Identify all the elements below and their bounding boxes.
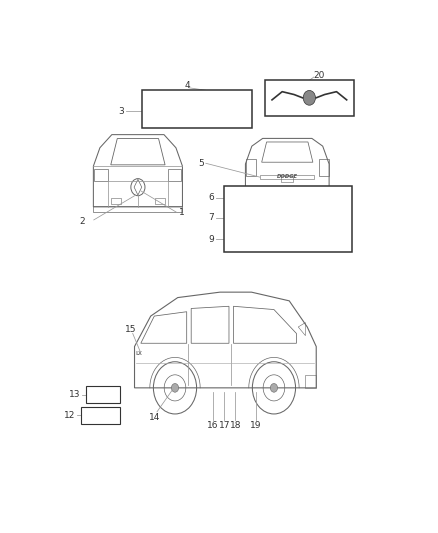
Bar	[276, 197, 298, 206]
Text: 1: 1	[179, 208, 185, 217]
Bar	[305, 375, 316, 388]
Circle shape	[171, 384, 179, 392]
FancyBboxPatch shape	[265, 79, 354, 116]
Circle shape	[270, 384, 278, 392]
Circle shape	[303, 91, 315, 105]
Text: CHRYSLER: CHRYSLER	[163, 103, 231, 116]
Bar	[246, 159, 256, 176]
Text: GRAND
CARAVAN: GRAND CARAVAN	[268, 229, 308, 249]
Bar	[260, 175, 314, 179]
FancyBboxPatch shape	[86, 386, 120, 403]
Text: 7: 7	[208, 213, 215, 222]
Bar	[247, 208, 328, 215]
Text: 13: 13	[69, 390, 81, 399]
Text: Town•Country: Town•Country	[249, 193, 327, 203]
Text: 2: 2	[79, 216, 85, 225]
Bar	[155, 198, 165, 204]
Text: 9: 9	[208, 235, 215, 244]
Bar	[111, 198, 120, 204]
Text: 3: 3	[118, 107, 124, 116]
Text: LX: LX	[94, 388, 112, 401]
Bar	[319, 159, 328, 176]
Bar	[168, 169, 181, 181]
Text: 5: 5	[198, 159, 204, 168]
Text: CARAVAN: CARAVAN	[261, 213, 315, 223]
Text: 14: 14	[148, 413, 160, 422]
FancyBboxPatch shape	[224, 186, 353, 252]
Bar	[95, 169, 108, 181]
Text: 12: 12	[64, 411, 76, 420]
Text: 19: 19	[250, 422, 262, 431]
Bar	[93, 206, 183, 212]
Text: LX: LX	[136, 351, 142, 356]
Text: 6: 6	[208, 193, 215, 203]
Text: 17: 17	[219, 422, 230, 431]
Text: 20: 20	[313, 71, 325, 80]
Text: LXi: LXi	[90, 409, 111, 422]
Text: 18: 18	[230, 422, 241, 431]
FancyBboxPatch shape	[142, 90, 252, 128]
FancyBboxPatch shape	[81, 407, 120, 424]
Text: 16: 16	[207, 422, 219, 431]
Bar	[281, 176, 293, 182]
Text: DODGE: DODGE	[277, 174, 298, 179]
Text: 15: 15	[125, 325, 137, 334]
Text: 4: 4	[184, 81, 190, 90]
